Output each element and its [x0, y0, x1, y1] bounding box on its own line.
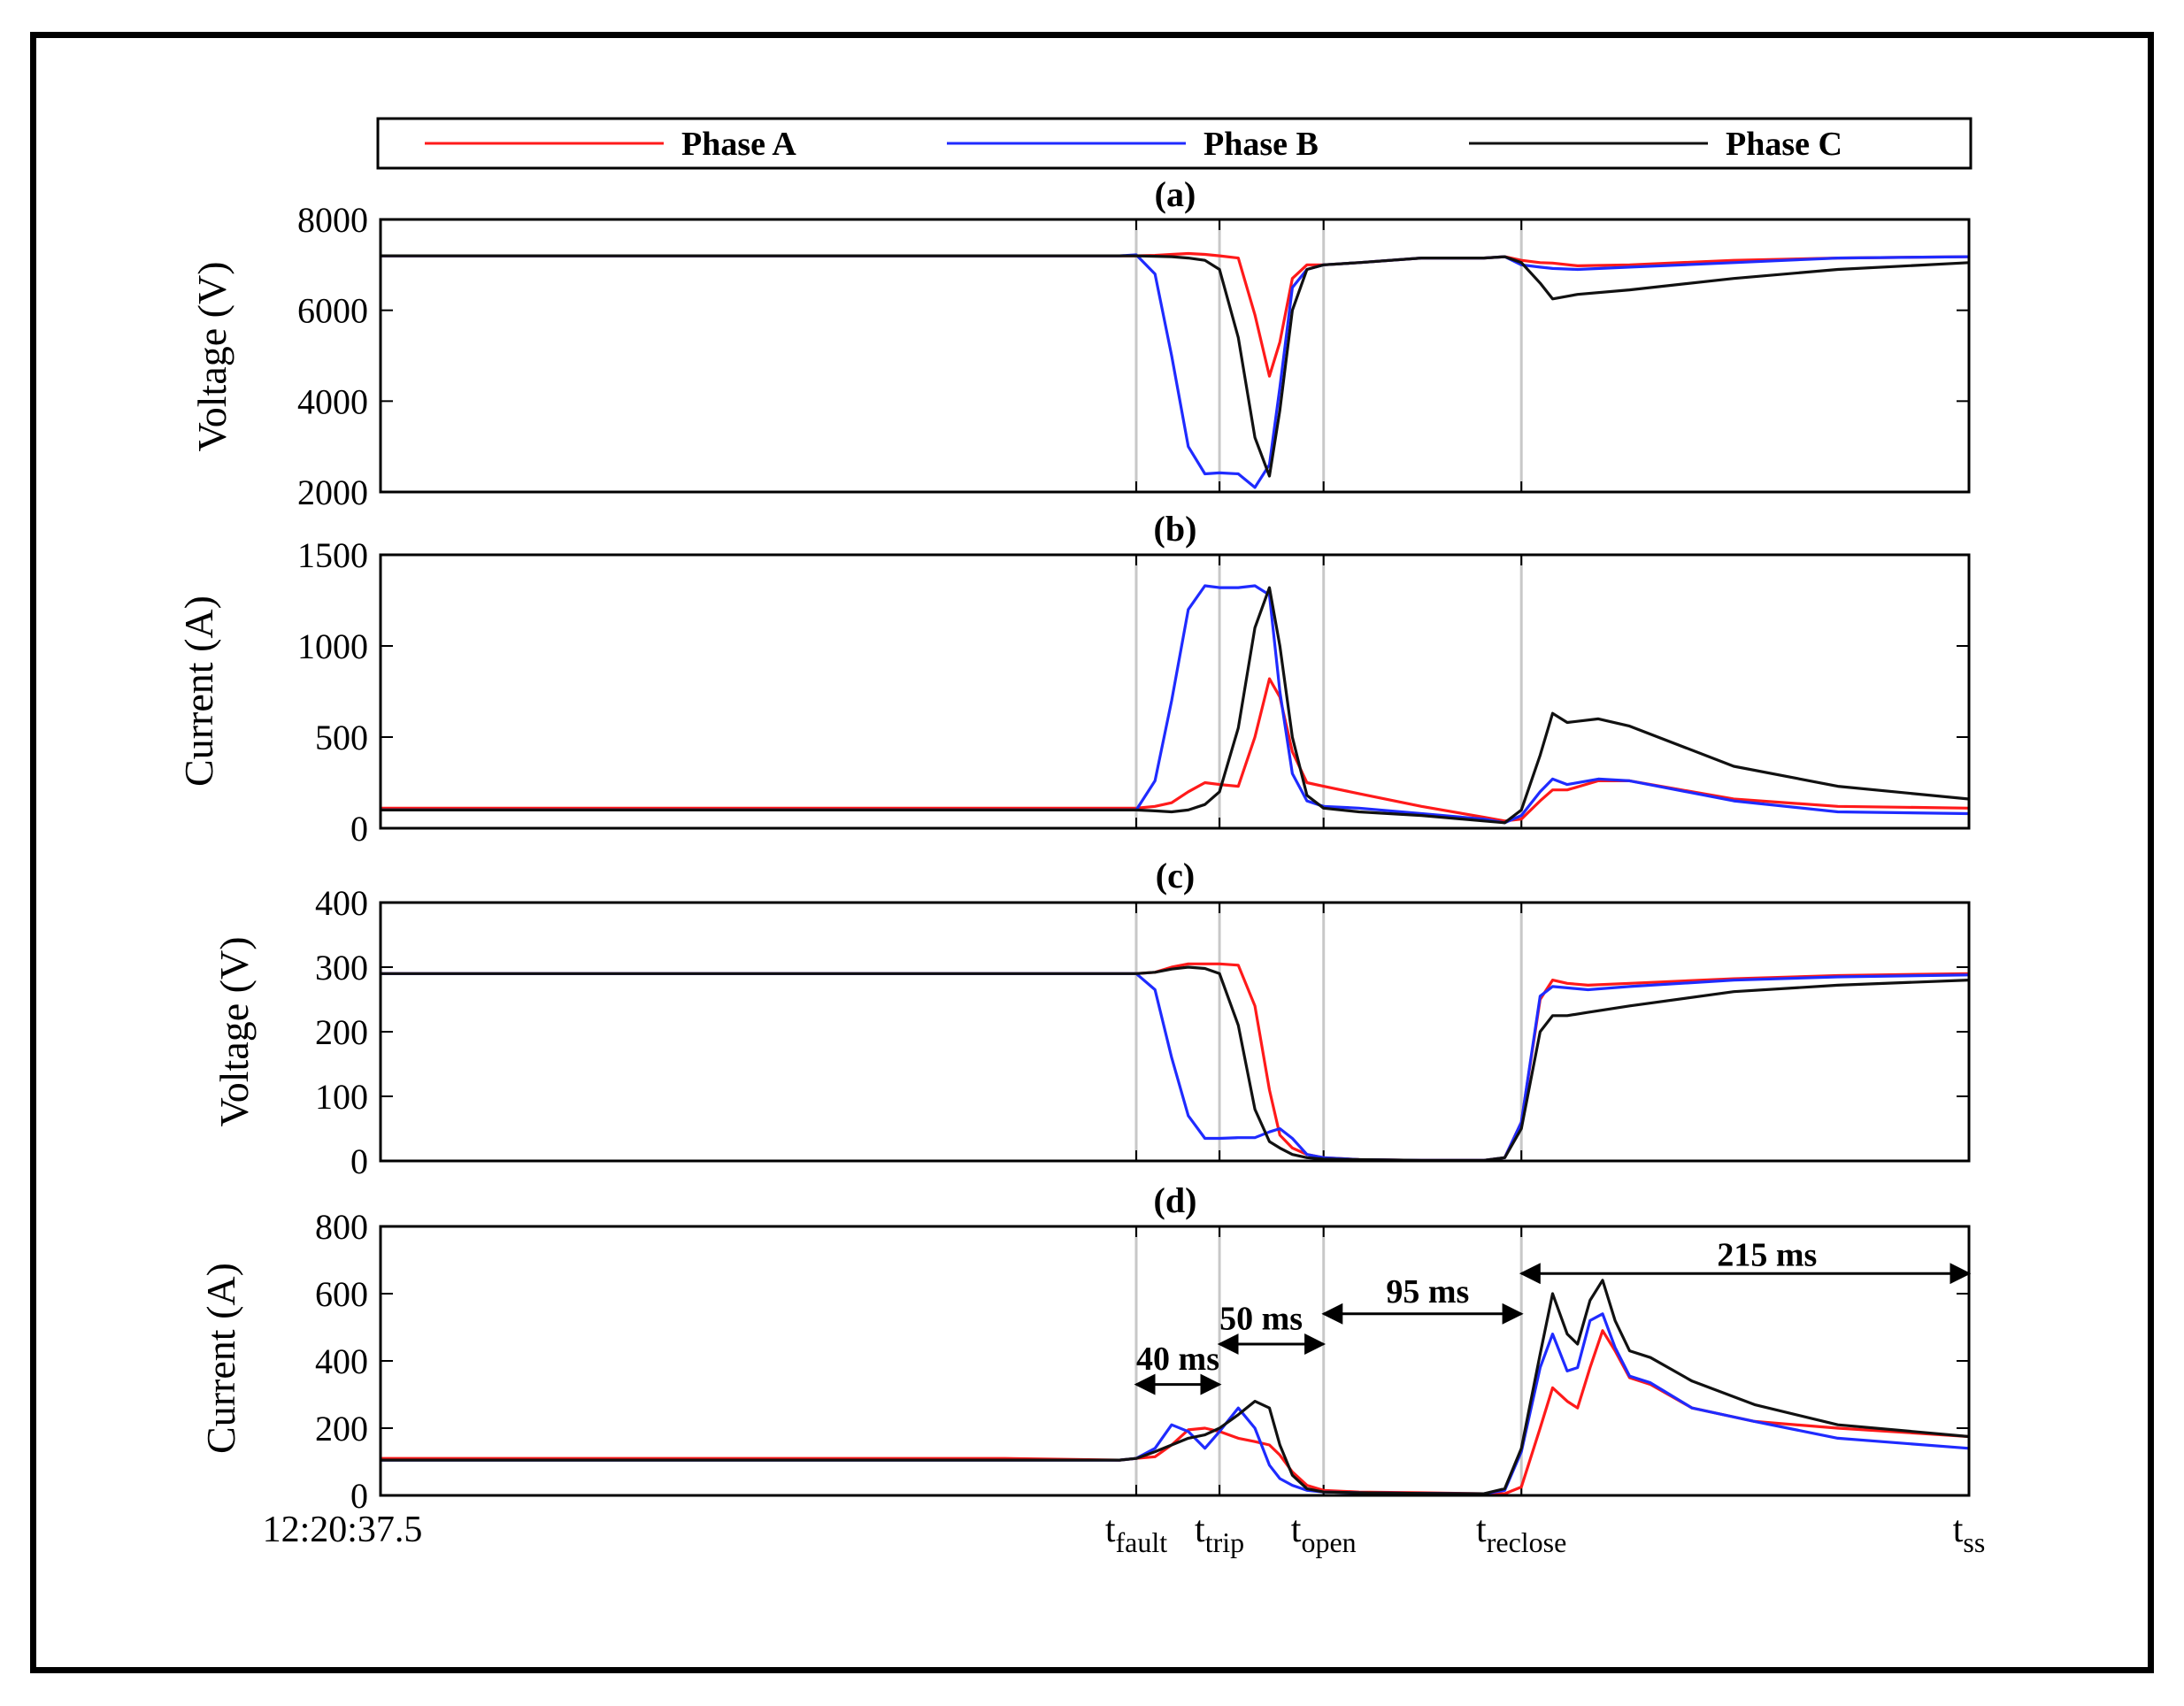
plot-frame	[379, 218, 1971, 494]
series-line-phase-b	[381, 972, 1970, 1162]
panel-a: 2000 4000 6000 8000	[297, 200, 1971, 512]
x-start-label: 12:20:37.5	[263, 1510, 423, 1550]
panel-title-b: (b)	[1154, 509, 1197, 549]
duration-label: 50 ms	[1219, 1301, 1303, 1338]
y-tick-label: 4000	[297, 381, 368, 421]
series-line-phase-c	[381, 586, 1970, 825]
y-tick-label: 200	[315, 1012, 368, 1052]
series-line-phase-c	[381, 965, 1970, 1162]
series-line-phase-b	[381, 584, 1970, 825]
legend-label-a: Phase A	[681, 126, 796, 163]
panel-title-d: (d)	[1154, 1180, 1197, 1220]
ylabel-d: Current (A)	[198, 1263, 243, 1454]
ylabel-a: Voltage (V)	[189, 261, 235, 451]
y-tick-label: 0	[350, 809, 368, 849]
y-tick-label: 0	[350, 1141, 368, 1181]
panel-title-a: (a)	[1155, 174, 1196, 214]
plot-frame	[379, 553, 1971, 830]
duration-label: 215 ms	[1717, 1236, 1817, 1273]
legend-label-c: Phase C	[1726, 126, 1842, 163]
y-tick-label: 600	[315, 1274, 368, 1314]
event-label-ss: tss	[1953, 1510, 1986, 1558]
y-tick-label: 1500	[297, 535, 368, 575]
y-tick-label: 0	[350, 1476, 368, 1516]
duration-label: 95 ms	[1386, 1273, 1469, 1310]
legend-label-b: Phase B	[1204, 126, 1319, 163]
ylabel-c: Voltage (V)	[211, 936, 257, 1126]
y-tick-label: 200	[315, 1409, 368, 1449]
y-tick-label: 300	[315, 948, 368, 987]
y-tick-label: 100	[315, 1077, 368, 1117]
y-tick-label: 6000	[297, 291, 368, 331]
event-label-open: topen	[1291, 1510, 1357, 1558]
event-label-trip: ttrip	[1195, 1510, 1244, 1558]
y-tick-label: 500	[315, 718, 368, 757]
plot-frame	[379, 1225, 1971, 1497]
chart-marks: 2000400060008000050010001500010020030040…	[297, 200, 1985, 1558]
series-line-phase-c	[381, 254, 1970, 478]
panel-d: 0 200 400 600 800	[315, 1207, 1971, 1516]
y-tick-label: 2000	[297, 473, 368, 512]
figure-frame	[30, 32, 2154, 1673]
plot-frame	[379, 901, 1971, 1163]
y-tick-label: 400	[315, 1341, 368, 1381]
ylabel-b: Current (A)	[176, 596, 221, 787]
panel-title-c: (c)	[1156, 856, 1195, 895]
panel-c: 0 100 200 300 400	[315, 883, 1971, 1181]
series-line-phase-b	[381, 253, 1970, 489]
y-tick-label: 800	[315, 1207, 368, 1247]
event-label-fault: tfault	[1105, 1510, 1167, 1558]
legend: Phase A Phase B Phase C	[376, 117, 1973, 170]
y-tick-label: 1000	[297, 626, 368, 666]
event-label-reclose: treclose	[1476, 1510, 1566, 1558]
panel-b: 0 500 1000 1500	[297, 535, 1971, 849]
duration-label: 40 ms	[1136, 1341, 1219, 1378]
y-tick-label: 400	[315, 883, 368, 923]
series-line-phase-a	[381, 251, 1970, 378]
y-tick-label: 8000	[297, 200, 368, 240]
series-line-phase-c	[381, 1279, 1970, 1495]
